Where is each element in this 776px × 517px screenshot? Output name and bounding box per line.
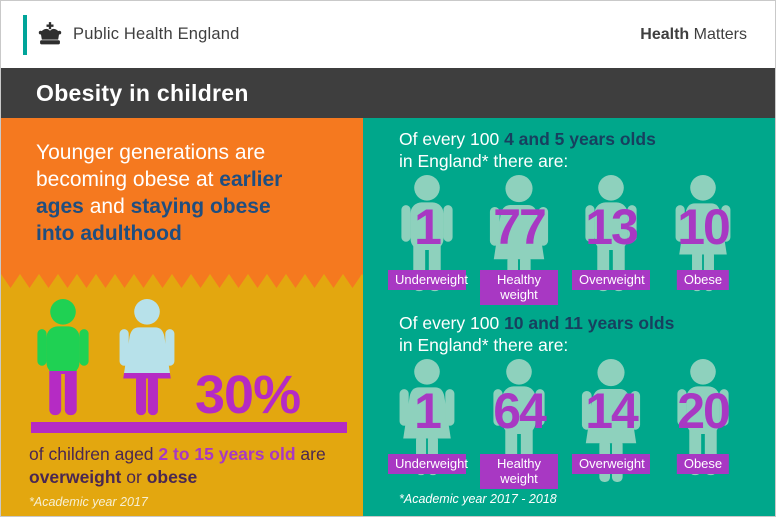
group-heading-10-11: Of every 100 10 and 11 years olds in Eng… (399, 313, 675, 355)
count-value: 20 (677, 383, 731, 439)
headline-text: Younger generations are becoming obese a… (36, 141, 283, 245)
top-bar: Public Health England Health Matters (1, 1, 775, 68)
figure-cell-healthy-weight: 77 Healthy weight (475, 174, 563, 305)
group-heading-4-5: Of every 100 4 and 5 years olds in Engla… (399, 129, 656, 171)
category-label: Overweight (572, 454, 650, 474)
stat-value: 30% (195, 365, 301, 426)
ground-bar (31, 422, 347, 433)
category-label: Underweight (388, 270, 468, 290)
figure-cell-obese: 20 Obese (659, 358, 747, 486)
org-name: Public Health England (73, 25, 240, 43)
figure-cell-underweight: 1 Underweight (383, 358, 471, 486)
page-title: Obesity in children (36, 79, 249, 106)
count-value: 77 (493, 199, 547, 255)
health-matters-brand: Health Matters (640, 26, 747, 44)
figure-cell-obese: 10 Obese (659, 174, 747, 302)
category-label: Overweight (572, 270, 650, 290)
footnote-right: *Academic year 2017 - 2018 (399, 492, 557, 506)
phe-crown-icon (38, 21, 62, 44)
count-value: 13 (585, 199, 639, 255)
title-bar: Obesity in children (1, 68, 775, 118)
figure-cell-underweight: 1 Underweight (383, 174, 471, 302)
headline-section: Younger generations are becoming obese a… (1, 118, 363, 274)
stat-caption: of children aged 2 to 15 years old are o… (29, 444, 326, 487)
figure-cell-overweight: 14 Overweight (567, 358, 655, 486)
count-value: 64 (493, 383, 547, 439)
category-label: Underweight (388, 454, 468, 474)
footnote-left: *Academic year 2017 (29, 495, 148, 509)
pictogram-row-4-5: 1 Underweight 77 Healthy weight 13 Overw… (383, 174, 775, 305)
man-figure-icon (31, 298, 95, 417)
left-panel: Younger generations are becoming obese a… (1, 118, 363, 516)
figure-cell-overweight: 13 Overweight (567, 174, 655, 302)
brand-regular: Matters (689, 25, 747, 43)
count-value: 1 (414, 383, 442, 439)
count-value: 10 (677, 199, 731, 255)
count-value: 1 (414, 199, 442, 255)
zigzag-divider (1, 274, 363, 288)
count-value: 14 (585, 383, 639, 439)
figure-cell-healthy-weight: 64 Healthy weight (475, 358, 563, 489)
category-label: Obese (676, 454, 730, 474)
woman-figure-icon (115, 298, 179, 417)
adult-figures: 30% (31, 298, 363, 426)
phe-logo: Public Health England (23, 14, 240, 55)
pictogram-row-10-11: 1 Underweight 64 Healthy weight 14 Overw… (383, 358, 775, 489)
right-panel: Of every 100 4 and 5 years olds in Engla… (363, 118, 775, 516)
content: Younger generations are becoming obese a… (1, 118, 775, 516)
brand-bold: Health (640, 25, 690, 43)
category-label: Obese (676, 270, 730, 290)
category-label: Healthy weight (480, 454, 558, 489)
logo-accent-bar (23, 14, 27, 55)
category-label: Healthy weight (480, 270, 558, 305)
